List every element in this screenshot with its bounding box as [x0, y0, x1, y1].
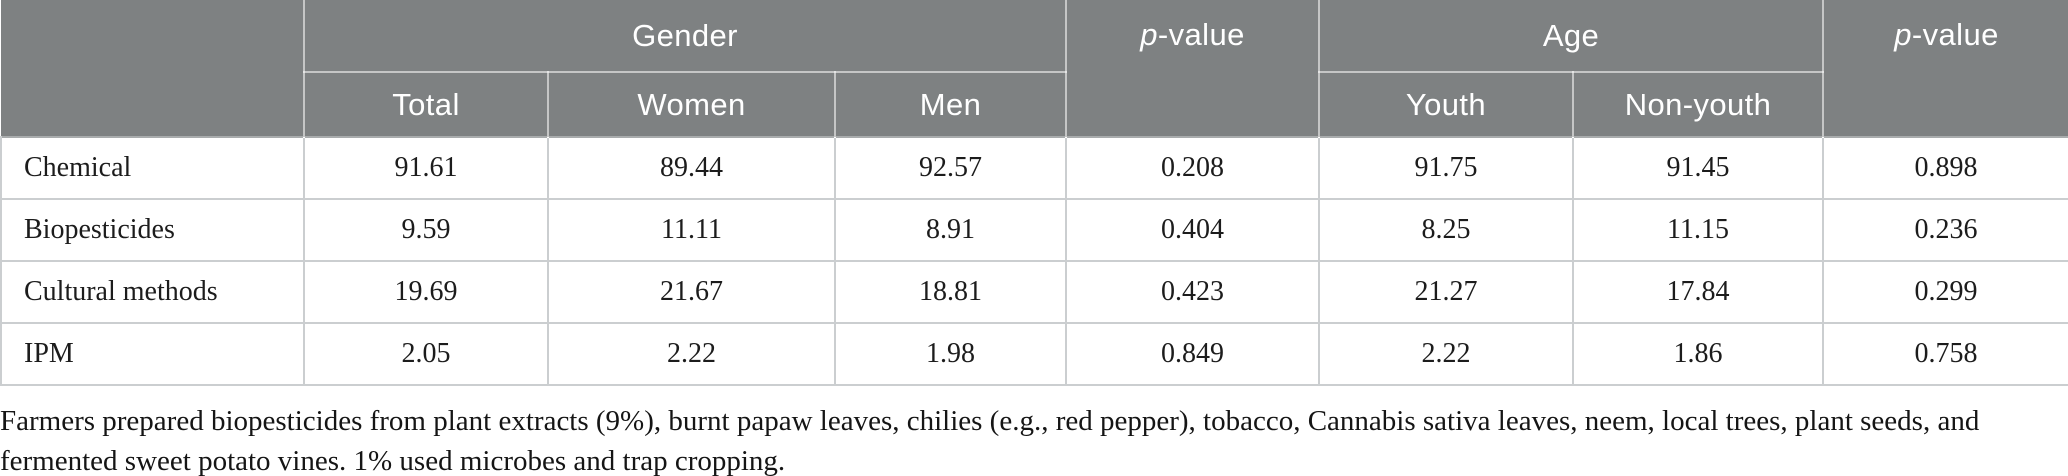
table-row: Cultural methods 19.69 21.67 18.81 0.423… [0, 260, 2068, 324]
pvalue-rest: -value [1157, 17, 1245, 52]
cell-value: 11.15 [1571, 198, 1825, 262]
cell-value: 19.69 [303, 260, 549, 324]
pvalue-rest: -value [1911, 17, 1999, 52]
row-label: Cultural methods [0, 260, 305, 324]
cell-value: 11.11 [547, 198, 836, 262]
cell-value: 91.61 [303, 136, 549, 200]
group-header-age: Age [1319, 0, 1825, 73]
pvalue-italic-p: p [1894, 17, 1912, 52]
cell-value: 0.236 [1822, 198, 2068, 262]
cell-value: 2.22 [1318, 322, 1574, 386]
cell-value: 1.98 [834, 322, 1067, 386]
cell-value: 0.849 [1065, 322, 1320, 386]
cell-value: 18.81 [834, 260, 1067, 324]
pest-management-table: Gender p-value Age p-value Total Women M… [0, 0, 2068, 386]
table-body: Chemical 91.61 89.44 92.57 0.208 91.75 9… [0, 136, 2068, 386]
cell-value: 17.84 [1571, 260, 1825, 324]
corner-header-cell [1, 0, 305, 137]
cell-value: 0.423 [1065, 260, 1320, 324]
cell-value: 21.67 [547, 260, 836, 324]
cell-value: 2.22 [547, 322, 836, 386]
cell-value: 92.57 [834, 136, 1067, 200]
cell-value: 91.45 [1571, 136, 1825, 200]
column-header-women: Women [548, 72, 836, 137]
cell-value: 8.25 [1318, 198, 1574, 262]
cell-value: 91.75 [1318, 136, 1574, 200]
cell-value: 89.44 [547, 136, 836, 200]
row-label: Biopesticides [0, 198, 305, 262]
table-header: Gender p-value Age p-value Total Women M… [1, 0, 2068, 137]
cell-value: 0.299 [1822, 260, 2068, 324]
group-header-gender: Gender [304, 0, 1067, 73]
cell-value: 0.404 [1065, 198, 1320, 262]
row-label: Chemical [0, 136, 305, 200]
cell-value: 1.86 [1571, 322, 1825, 386]
table-footnote: Farmers prepared biopesticides from plan… [0, 405, 1980, 476]
cell-value: 0.898 [1822, 136, 2068, 200]
header-pvalue-age: p-value [1823, 0, 2068, 137]
table-row: Biopesticides 9.59 11.11 8.91 0.404 8.25… [0, 198, 2068, 262]
pvalue-italic-p: p [1140, 17, 1158, 52]
cell-value: 21.27 [1318, 260, 1574, 324]
cell-value: 8.91 [834, 198, 1067, 262]
header-pvalue-gender: p-value [1066, 0, 1320, 137]
column-header-non-youth: Non-youth [1573, 72, 1825, 137]
column-header-men: Men [835, 72, 1067, 137]
row-label: IPM [0, 322, 305, 386]
table-row: Chemical 91.61 89.44 92.57 0.208 91.75 9… [0, 136, 2068, 200]
cell-value: 0.758 [1822, 322, 2068, 386]
cell-value: 9.59 [303, 198, 549, 262]
cell-value: 2.05 [303, 322, 549, 386]
cell-value: 0.208 [1065, 136, 1320, 200]
table-row: IPM 2.05 2.22 1.98 0.849 2.22 1.86 0.758 [0, 322, 2068, 386]
column-header-youth: Youth [1319, 72, 1574, 137]
column-header-total: Total [304, 72, 549, 137]
